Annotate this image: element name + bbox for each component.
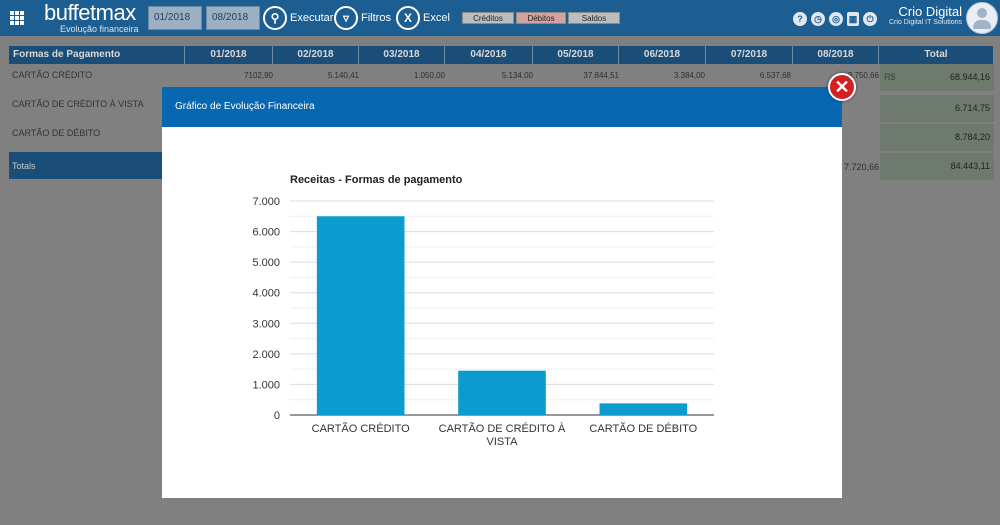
- table-row: CARTÃO DE DÉBITO: [9, 122, 994, 151]
- power-icon[interactable]: ⏻: [863, 12, 877, 26]
- bar: [599, 403, 688, 415]
- excel-icon: X: [396, 6, 420, 30]
- excel-button[interactable]: X Excel: [396, 4, 450, 32]
- cell-value: 1.050,00: [413, 71, 445, 80]
- logo-subtitle: Evolução financeira: [60, 24, 139, 34]
- y-tick-label: 4.000: [252, 288, 280, 300]
- y-tick-label: 5.000: [252, 257, 280, 269]
- date-to-input[interactable]: 08/2018: [206, 6, 260, 30]
- table-row: CARTÃO CRÉDITO 7102,90 5.140,41 1.050,00…: [9, 64, 994, 93]
- saldos-toggle[interactable]: Saldos: [568, 12, 620, 24]
- y-tick-label: 0: [274, 410, 280, 422]
- x-tick-label: CARTÃO DE DÉBITO: [589, 422, 697, 435]
- cell-value: 6.537,68: [759, 71, 791, 80]
- company-info: Crio Digital Crio Digital IT Solutions: [880, 4, 962, 26]
- filtros-button[interactable]: ▿ Filtros: [334, 4, 391, 32]
- y-tick-label: 6.000: [252, 227, 280, 239]
- top-bar: buffetmax Evolução financeira 01/2018 08…: [0, 0, 1000, 36]
- bar-chart: Receitas - Formas de pagamento 0 1.000 2.00…: [252, 174, 714, 448]
- y-tick-label: 2.000: [252, 349, 280, 361]
- x-tick-label: CARTÃO CRÉDITO: [312, 422, 410, 435]
- total-value: 6.714,75: [954, 103, 990, 113]
- y-tick-label: 1.000: [252, 379, 280, 391]
- totals-last-month: 7.720,66: [843, 162, 879, 172]
- chart-title: Receitas - Formas de pagamento: [290, 174, 463, 186]
- cell-value: 5.134,00: [501, 71, 533, 80]
- cell-value: 37.844,51: [583, 71, 619, 80]
- col-02[interactable]: 02/2018: [273, 46, 359, 64]
- y-tick-label: 7.000: [252, 196, 280, 208]
- company-subtitle: Crio Digital IT Solutions: [888, 19, 962, 26]
- executar-label: Executar: [290, 12, 334, 24]
- company-name: Crio Digital: [898, 4, 962, 19]
- totals-total: 84.443,11: [880, 153, 994, 180]
- y-tick-label: 3.000: [252, 318, 280, 330]
- building-icon[interactable]: ▦: [847, 12, 859, 26]
- debitos-toggle[interactable]: Débitos: [516, 12, 566, 24]
- executar-button[interactable]: ⚲ Executar: [263, 4, 333, 32]
- row-total: 8.784,20: [880, 124, 994, 151]
- col-06[interactable]: 06/2018: [619, 46, 706, 64]
- filtros-label: Filtros: [361, 12, 391, 24]
- excel-label: Excel: [423, 12, 450, 24]
- search-icon: ⚲: [263, 6, 287, 30]
- help-icon[interactable]: ?: [793, 12, 807, 26]
- avatar[interactable]: [966, 2, 998, 34]
- row-label: CARTÃO DE DÉBITO: [12, 128, 101, 138]
- col-07[interactable]: 07/2018: [706, 46, 793, 64]
- row-total: 6.714,75: [880, 95, 994, 122]
- globe-icon[interactable]: ◎: [829, 12, 843, 26]
- col-formas[interactable]: Formas de Pagamento: [9, 46, 185, 64]
- x-tick-label: CARTÃO DE CRÉDITO À VISTA: [439, 422, 566, 448]
- totals-total-value: 84.443,11: [950, 161, 990, 171]
- payments-table: Formas de Pagamento 01/2018 02/2018 03/2…: [9, 46, 994, 180]
- row-label: CARTÃO CRÉDITO: [12, 70, 93, 80]
- row-total: R$ 68.944,16: [880, 64, 994, 91]
- date-from-input[interactable]: 01/2018: [148, 6, 202, 30]
- total-value: 68.944,16: [949, 72, 990, 82]
- table-header: Formas de Pagamento 01/2018 02/2018 03/2…: [9, 46, 994, 64]
- table-row: CARTÃO DE CRÉDITO À VISTA: [9, 93, 994, 122]
- bar: [316, 216, 405, 415]
- col-01[interactable]: 01/2018: [185, 46, 273, 64]
- clock-icon[interactable]: ◷: [811, 12, 825, 26]
- currency-label: R$: [884, 72, 896, 82]
- close-button[interactable]: ✕: [828, 73, 856, 101]
- cell-value: 5.140,41: [327, 71, 359, 80]
- logo-text: buffetmax: [44, 0, 136, 25]
- logo: buffetmax Evolução financeira: [44, 2, 144, 34]
- totals-row-label: Totals: [9, 152, 163, 179]
- modal-title: Gráfico de Evolução Financeira: [162, 87, 842, 127]
- col-04[interactable]: 04/2018: [445, 46, 533, 64]
- col-03[interactable]: 03/2018: [359, 46, 445, 64]
- cell-value: 3.384,00: [673, 71, 705, 80]
- col-total[interactable]: Total: [879, 46, 994, 64]
- row-label: CARTÃO DE CRÉDITO À VISTA: [12, 99, 144, 109]
- creditos-toggle[interactable]: Créditos: [462, 12, 514, 24]
- total-value: 8.784,20: [954, 132, 990, 142]
- cell-value: 7102,90: [244, 71, 273, 80]
- cell-value: 3.750,66: [847, 71, 879, 80]
- apps-grid-icon[interactable]: [10, 11, 24, 25]
- filter-icon: ▿: [334, 6, 358, 30]
- chart-modal: Gráfico de Evolução Financeira Receitas …: [162, 87, 842, 498]
- header-icons: ? ◷ ◎ ▦ ⏻: [793, 12, 877, 26]
- col-05[interactable]: 05/2018: [533, 46, 619, 64]
- bar: [458, 370, 546, 415]
- col-08[interactable]: 08/2018: [793, 46, 879, 64]
